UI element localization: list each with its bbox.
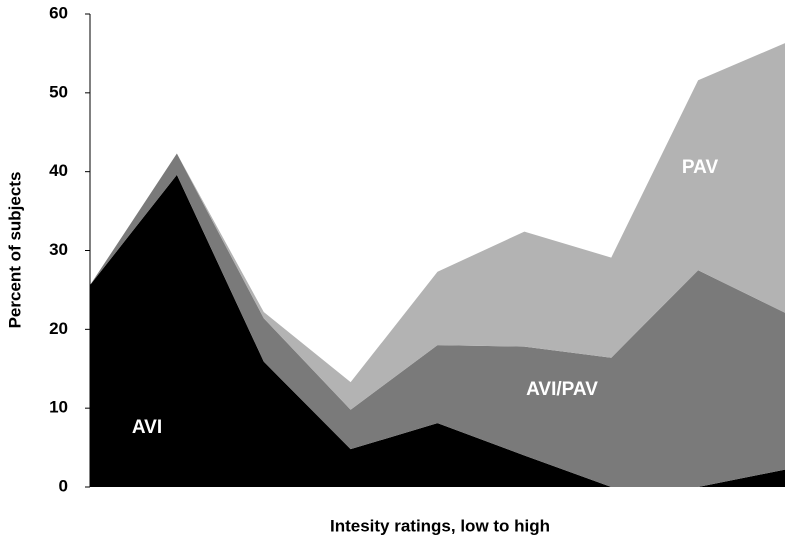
area — [90, 153, 785, 487]
x-axis-label: Intesity ratings, low to high — [330, 516, 550, 535]
series-label: AVI — [132, 417, 162, 438]
y-tick-label: 0 — [59, 476, 68, 495]
series-label: PAV — [682, 157, 719, 178]
y-tick-label: 60 — [49, 3, 68, 22]
y-tick-label: 30 — [49, 240, 68, 259]
y-tick-label: 50 — [49, 82, 68, 101]
y-axis-label: Percent of subjects — [5, 172, 24, 329]
y-tick-label: 40 — [49, 161, 68, 180]
y-tick-label: 10 — [49, 398, 68, 417]
series-label: AVI/PAV — [526, 379, 598, 400]
area — [90, 43, 785, 410]
y-tick-label: 20 — [49, 319, 68, 338]
area — [90, 174, 785, 487]
